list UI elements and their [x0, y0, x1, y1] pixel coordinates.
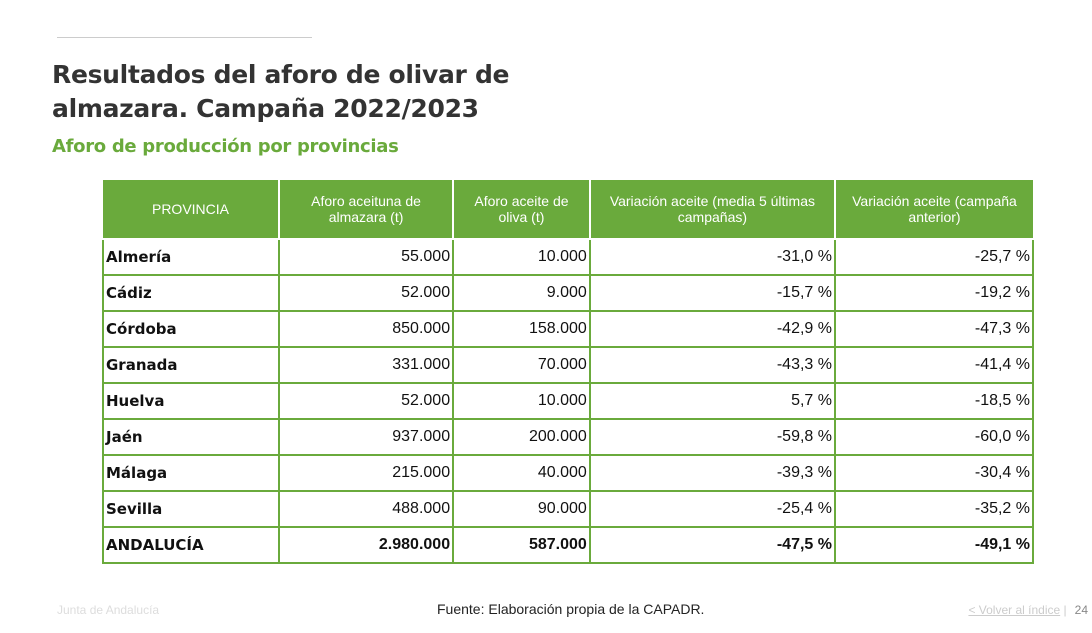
back-to-index-link[interactable]: < Volver al índice	[968, 603, 1061, 617]
table-cell: ANDALUCÍA	[102, 526, 280, 564]
table-cell: Málaga	[102, 454, 280, 492]
column-header: Aforo aceituna de almazara (t)	[277, 180, 455, 240]
table-cell: 488.000	[277, 490, 455, 528]
table-cell: Huelva	[102, 382, 280, 420]
table-cell: 52.000	[277, 274, 455, 312]
table-cell: -31,0 %	[588, 238, 836, 276]
divider	[57, 37, 312, 38]
table-cell: -47,3 %	[833, 310, 1035, 348]
footer-source: Fuente: Elaboración propia de la CAPADR.	[437, 601, 705, 617]
table-cell: 9.000	[452, 274, 591, 312]
table-cell: Jaén	[102, 418, 280, 456]
table-cell: -25,7 %	[833, 238, 1035, 276]
table-cell: 55.000	[277, 238, 455, 276]
table-cell: Córdoba	[102, 310, 280, 348]
table-cell: 158.000	[452, 310, 591, 348]
table-cell: 331.000	[277, 346, 455, 384]
table-row: Cádiz 52.000 9.000 -15,7 % -19,2 %	[102, 274, 1035, 312]
table-row: Córdoba 850.000 158.000 -42,9 % -47,3 %	[102, 310, 1035, 348]
table-cell: 40.000	[452, 454, 591, 492]
table-cell: -15,7 %	[588, 274, 836, 312]
table-cell: 850.000	[277, 310, 455, 348]
total-row: ANDALUCÍA 2.980.000 587.000 -47,5 % -49,1 %	[102, 526, 1035, 564]
table-cell: 937.000	[277, 418, 455, 456]
footer-nav: < Volver al índice | 24	[968, 603, 1088, 617]
page-subtitle: Aforo de producción por provincias	[52, 136, 399, 157]
page-number: 24	[1074, 603, 1088, 617]
table-cell: -43,3 %	[588, 346, 836, 384]
table-cell: 52.000	[277, 382, 455, 420]
footer-org: Junta de Andalucía	[57, 603, 160, 617]
table-cell: -47,5 %	[588, 526, 836, 564]
table-cell: -60,0 %	[833, 418, 1035, 456]
column-header: Aforo aceite de oliva (t)	[452, 180, 591, 240]
table-cell: 10.000	[452, 238, 591, 276]
column-header: Variación aceite (campaña anterior)	[833, 180, 1033, 240]
table-cell: -35,2 %	[833, 490, 1035, 528]
table-cell: Granada	[102, 346, 280, 384]
page-title: Resultados del aforo de olivar de almaza…	[52, 60, 510, 123]
table-cell: -25,4 %	[588, 490, 836, 528]
table-cell: -30,4 %	[833, 454, 1035, 492]
table-cell: -49,1 %	[833, 526, 1035, 564]
table-row: Huelva 52.000 10.000 5,7 % -18,5 %	[102, 382, 1035, 420]
table-cell: Cádiz	[102, 274, 280, 312]
table-cell: -19,2 %	[833, 274, 1035, 312]
column-header: Variación aceite (media 5 últimas campañ…	[588, 180, 836, 240]
table-cell: 5,7 %	[588, 382, 836, 420]
table-row: Almería 55.000 10.000 -31,0 % -25,7 %	[102, 238, 1035, 276]
table-row: Granada 331.000 70.000 -43,3 % -41,4 %	[102, 346, 1035, 384]
table-cell: 10.000	[452, 382, 591, 420]
production-table: PROVINCIA Aforo aceituna de almazara (t) A…	[102, 180, 1035, 564]
table-cell: 587.000	[452, 526, 591, 564]
table-cell: -42,9 %	[588, 310, 836, 348]
table-cell: 2.980.000	[277, 526, 455, 564]
column-header: PROVINCIA	[103, 180, 280, 240]
table-cell: -18,5 %	[833, 382, 1035, 420]
table-cell: -59,8 %	[588, 418, 836, 456]
table-cell: 90.000	[452, 490, 591, 528]
table-cell: 200.000	[452, 418, 591, 456]
table-row: Jaén 937.000 200.000 -59,8 % -60,0 %	[102, 418, 1035, 456]
table-cell: -39,3 %	[588, 454, 836, 492]
table-row: Málaga 215.000 40.000 -39,3 % -30,4 %	[102, 454, 1035, 492]
table-cell: Almería	[102, 238, 280, 276]
table-cell: -41,4 %	[833, 346, 1035, 384]
table-cell: 215.000	[277, 454, 455, 492]
table-cell: Sevilla	[102, 490, 280, 528]
table-row: Sevilla 488.000 90.000 -25,4 % -35,2 %	[102, 490, 1035, 528]
table-cell: 70.000	[452, 346, 591, 384]
